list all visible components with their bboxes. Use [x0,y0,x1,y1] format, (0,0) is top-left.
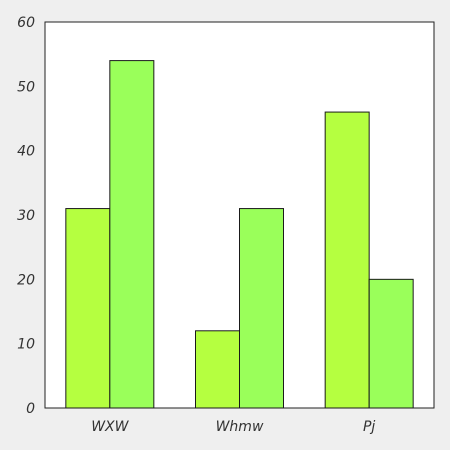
y-tick-label: 0 [26,401,35,417]
bar-pj-series-2 [368,278,414,409]
y-tick-labels: 0 10 20 30 40 50 60 [17,15,35,417]
y-tick-label: 30 [17,208,35,224]
bar-whmw-series-2 [239,208,284,409]
bars [65,60,414,409]
x-tick-label-whmw: Whmw [216,419,264,435]
y-tick-label: 60 [17,15,35,31]
x-tick-label-wxw: WXW [91,419,129,435]
bar-wxw-series-2 [109,60,155,409]
bar-whmw-series-1 [195,330,240,409]
x-tick-labels: WXW Whmw Pj [91,419,375,435]
bar-wxw-series-1 [65,208,111,409]
y-tick-label: 50 [17,79,35,95]
bar-pj-series-1 [324,111,370,409]
x-tick-label-pj: Pj [363,419,375,435]
y-tick-label: 40 [17,144,35,160]
y-tick-label: 20 [17,272,35,288]
y-tick-label: 10 [17,337,35,353]
